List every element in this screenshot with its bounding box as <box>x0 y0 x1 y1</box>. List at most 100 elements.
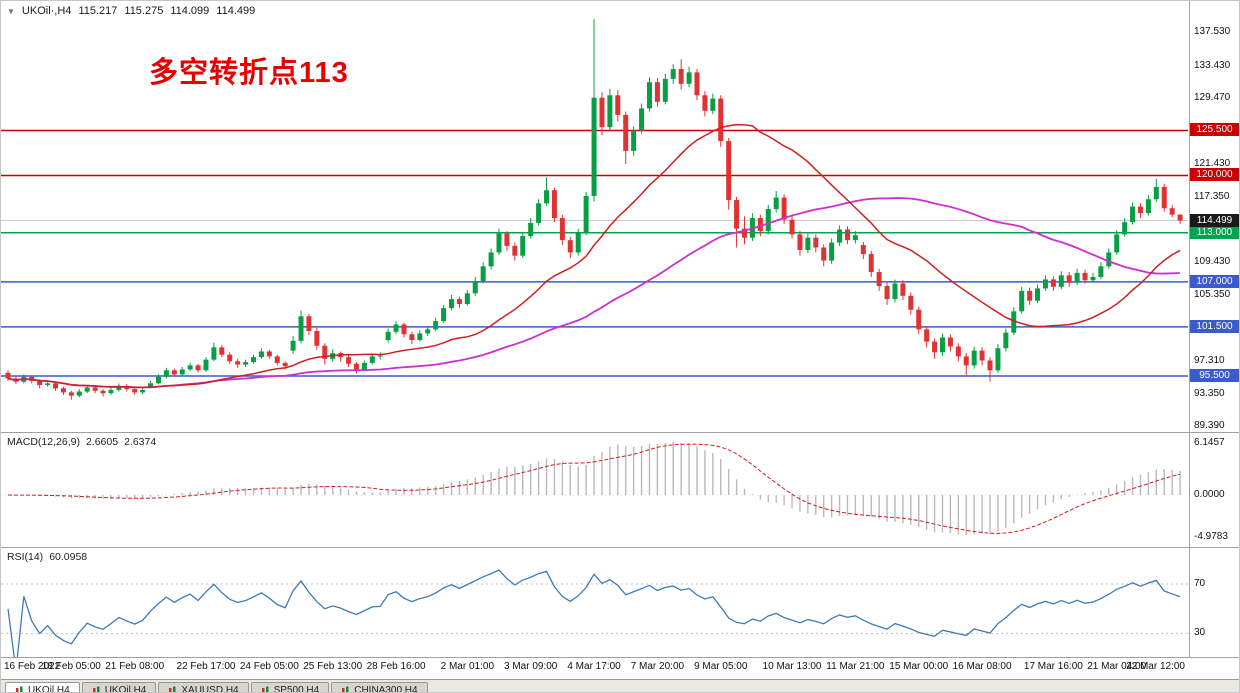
candle <box>163 370 169 377</box>
candle <box>813 237 819 248</box>
date-label: 9 Mar 05:00 <box>694 661 748 672</box>
chart-tab-label: UKOil,H4 <box>104 685 147 693</box>
candle <box>1058 275 1064 287</box>
candle <box>274 356 280 363</box>
price-tick: 137.530 <box>1194 26 1231 37</box>
candle <box>1011 311 1017 333</box>
candle <box>757 218 763 232</box>
rsi-indicator-label: RSI(14) 60.0958 <box>7 551 87 563</box>
candle <box>955 346 961 357</box>
candle <box>726 141 732 201</box>
date-label: 16 Feb 2022 <box>4 661 61 672</box>
chart-tab-label: XAUUSD,H4 <box>181 685 239 693</box>
price-tick: 97.310 <box>1194 355 1225 367</box>
candle <box>409 334 415 341</box>
chart-tab[interactable]: XAUUSD,H4 <box>158 682 249 693</box>
candle <box>219 347 225 355</box>
candle <box>1050 279 1056 287</box>
candle <box>140 389 146 393</box>
price-tick: 93.350 <box>1194 387 1225 399</box>
candle <box>148 383 154 387</box>
price-tick: 117.350 <box>1194 191 1230 203</box>
candle <box>939 337 945 353</box>
candle <box>155 376 161 384</box>
date-label: 28 Feb 16:00 <box>366 661 426 672</box>
price-level-label[interactable]: 107.000 <box>1190 274 1239 288</box>
candle <box>472 281 478 294</box>
candle <box>480 266 486 282</box>
chart-tab[interactable]: CHINA300,H4 <box>331 682 428 693</box>
rsi-pane <box>1 569 1188 657</box>
candle <box>92 387 98 391</box>
candle <box>1177 214 1183 221</box>
candle <box>860 245 866 255</box>
candle <box>203 359 209 371</box>
candle <box>987 360 993 371</box>
price-level-label[interactable]: 95.500 <box>1190 369 1239 382</box>
candle <box>805 237 811 250</box>
candle <box>908 295 914 310</box>
candle <box>68 392 74 396</box>
date-label: 24 Feb 05:00 <box>239 661 299 672</box>
candle <box>1137 206 1143 214</box>
price-level-label[interactable]: 113.000 <box>1190 225 1239 239</box>
candle <box>504 233 510 246</box>
rsi-tick: 30 <box>1194 627 1206 639</box>
candle <box>1090 276 1096 281</box>
annotation-text: 多空转折点113 <box>149 57 349 89</box>
candlestick-chart-icon <box>261 686 269 692</box>
candle <box>844 229 850 241</box>
candle <box>132 389 138 393</box>
candle <box>433 321 439 330</box>
candlestick-chart-icon <box>92 686 100 692</box>
candle <box>369 356 375 363</box>
date-label: 2 Mar 01:00 <box>440 661 495 672</box>
candle <box>694 72 700 96</box>
chevron-down-icon[interactable]: ▼ <box>7 6 15 16</box>
candle <box>1153 186 1159 200</box>
price-level-label[interactable]: 125.500 <box>1190 123 1239 137</box>
candle <box>654 82 660 102</box>
candle <box>971 350 977 366</box>
candle <box>322 345 328 359</box>
candle <box>718 98 724 142</box>
candle <box>591 97 597 196</box>
price-level-label[interactable]: 101.500 <box>1190 319 1239 333</box>
candle <box>496 233 502 253</box>
candle <box>678 69 684 84</box>
date-label: 15 Mar 00:00 <box>889 661 949 672</box>
candle <box>932 341 938 353</box>
chart-tab[interactable]: UKOil,H4 <box>81 682 157 693</box>
rsi-line <box>7 569 1181 657</box>
candle <box>243 362 249 365</box>
ohlc-close: 114.499 <box>216 5 256 17</box>
macd-tick: 0.0000 <box>1194 489 1225 501</box>
price-tick: 105.350 <box>1194 289 1231 301</box>
candle <box>607 95 613 128</box>
candle <box>884 285 890 300</box>
candle <box>512 245 518 256</box>
candlestick-chart-icon <box>342 686 349 692</box>
date-label: 3 Mar 09:00 <box>503 661 558 672</box>
candle <box>1145 199 1151 214</box>
candle <box>662 78 668 102</box>
candle <box>544 190 550 204</box>
candle <box>53 383 59 389</box>
chart-tab[interactable]: SP500,H4 <box>250 682 330 692</box>
chart-tab-label: CHINA300,H4 <box>354 685 418 693</box>
candle <box>1114 234 1120 253</box>
candle <box>781 197 787 220</box>
candle <box>84 387 90 392</box>
chart-tab[interactable]: UKOil,H4 <box>5 682 80 692</box>
candle <box>37 380 43 386</box>
date-label: 10 Mar 13:00 <box>762 661 822 672</box>
price-level-label[interactable]: 120.000 <box>1190 168 1239 182</box>
candle <box>417 333 423 341</box>
candle <box>45 383 51 386</box>
candle <box>702 95 708 111</box>
candle <box>346 357 352 364</box>
candle <box>187 365 193 370</box>
price-tick: 129.470 <box>1194 91 1231 103</box>
macd-signal-line <box>7 443 1181 534</box>
